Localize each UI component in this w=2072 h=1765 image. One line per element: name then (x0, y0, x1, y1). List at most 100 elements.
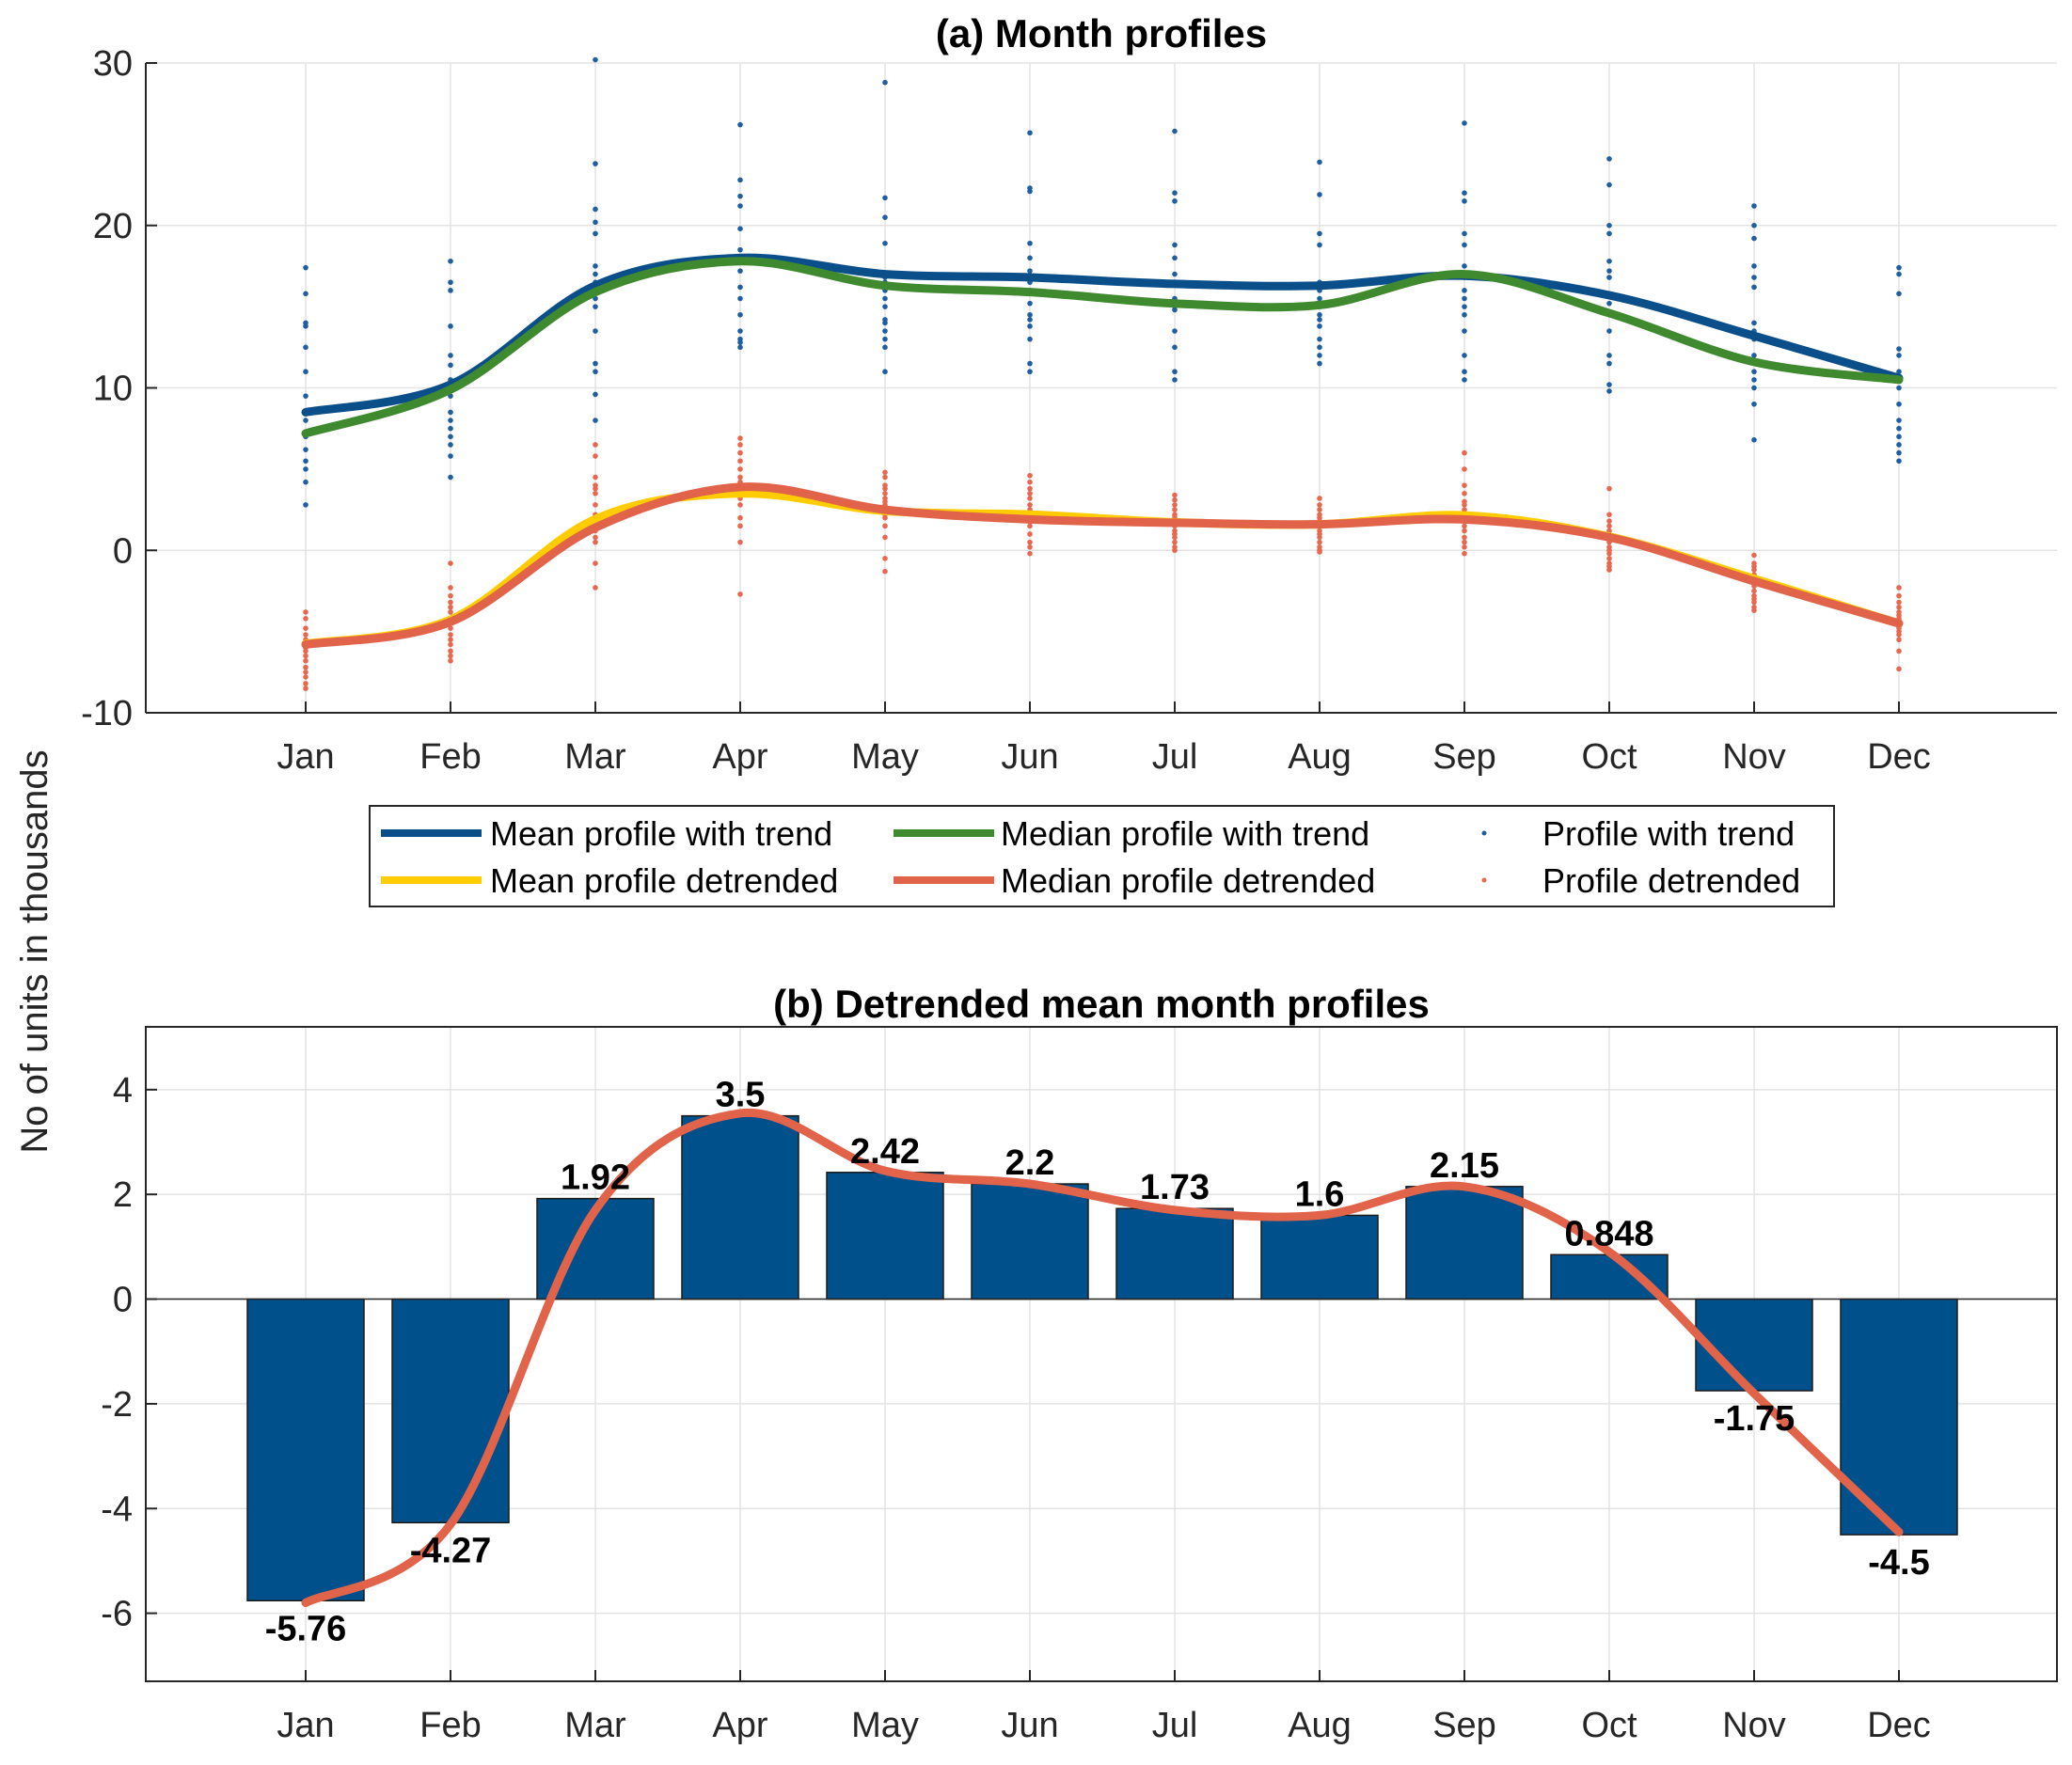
profile-with-trend-point (1896, 433, 1902, 440)
profile-with-trend-point (1317, 295, 1322, 302)
profile-with-trend-point (1462, 120, 1467, 126)
profile-with-trend-point (593, 56, 598, 63)
panel-a-x-tick-label: Sep (1432, 737, 1496, 777)
profile-detrended-point (1027, 544, 1033, 550)
profile-with-trend-point (1172, 255, 1178, 261)
profile-detrended-point (1751, 599, 1757, 606)
panel-a-y-tick-label: -10 (81, 694, 133, 733)
legend-label-mean-trend: Mean profile with trend (490, 814, 832, 853)
profile-with-trend-point (737, 284, 743, 291)
profile-detrended-point (1606, 567, 1612, 573)
profile-with-trend-point (303, 466, 308, 472)
bar-sep (1405, 1186, 1524, 1300)
profile-detrended-point (1606, 512, 1612, 518)
profile-with-trend-point (737, 177, 743, 183)
profile-detrended-point (1317, 549, 1322, 555)
profile-detrended-point (1462, 507, 1467, 512)
profile-with-trend-point (882, 79, 888, 86)
profile-detrended-point (303, 670, 308, 675)
profile-with-trend-point (1462, 328, 1467, 334)
profile-detrended-point (1027, 485, 1033, 492)
panel-a-x-tick-label: Dec (1867, 737, 1931, 777)
data-label-dec: -4.5 (1868, 1543, 1929, 1583)
profile-with-trend-point (1896, 418, 1902, 423)
legend: Mean profile with trend Median profile w… (369, 805, 1835, 907)
profile-with-trend-point (1896, 401, 1902, 407)
profile-detrended-point (1896, 666, 1902, 672)
profile-with-trend-point (448, 418, 453, 423)
profile-with-trend-point (882, 295, 888, 302)
profile-with-trend-point (1751, 385, 1757, 391)
median-detrended-line (301, 482, 1904, 649)
bar-jul (1115, 1207, 1234, 1300)
profile-with-trend-point (1751, 284, 1757, 291)
profile-detrended-point (737, 458, 743, 465)
profile-detrended-point (593, 490, 598, 496)
profile-detrended-point (448, 632, 453, 638)
profile-with-trend-point (882, 336, 888, 342)
profile-with-trend-point (593, 391, 598, 398)
profile-detrended-point (1172, 547, 1178, 554)
profile-detrended-point (1606, 523, 1612, 529)
profile-with-trend-point (1606, 360, 1612, 367)
profile-with-trend-point (882, 214, 888, 220)
panel-b-y-tick-label: 0 (113, 1281, 133, 1320)
profile-with-trend-point (1027, 323, 1033, 329)
panel-b-y-ticks: -6 -4 -2 0 2 4 (101, 1071, 157, 1634)
data-label-aug: 1.6 (1295, 1174, 1345, 1214)
profile-detrended-point (1027, 502, 1033, 508)
profile-with-trend-point (448, 353, 453, 358)
profile-with-trend-point (737, 203, 743, 209)
profile-detrended-point (593, 585, 598, 591)
profile-with-trend-point (303, 447, 308, 452)
profile-detrended-point (303, 609, 308, 615)
panel-a-y-tick-label: 0 (113, 531, 133, 571)
panel-a-x-tick-label: Oct (1581, 737, 1637, 777)
profile-with-trend-point (448, 409, 453, 416)
profile-detrended-point (1027, 531, 1033, 537)
profile-with-trend-point (1606, 300, 1612, 307)
profile-with-trend-point (1027, 268, 1033, 274)
panel-b-overlay-line (301, 1108, 1904, 1607)
panel-b-x-tick-label: Oct (1581, 1706, 1637, 1745)
profile-detrended-point (1172, 502, 1178, 508)
profile-with-trend-point (593, 161, 598, 166)
profile-detrended-point (1896, 632, 1902, 638)
profile-with-trend-point (1027, 255, 1033, 261)
legend-label-profile-trend: Profile with trend (1542, 814, 1795, 853)
profile-with-trend-point (1027, 300, 1033, 307)
profile-detrended-point (1606, 550, 1612, 557)
panel-b-y-tick-label: 2 (113, 1175, 133, 1215)
profile-with-trend-point (1172, 198, 1178, 204)
profile-with-trend-point (1172, 190, 1178, 196)
profile-with-trend-point (1172, 328, 1178, 334)
profile-with-trend-point (737, 311, 743, 318)
profile-detrended-point (303, 648, 308, 654)
profile-detrended-point (882, 469, 888, 476)
data-label-nov: -1.75 (1714, 1399, 1795, 1439)
profile-detrended-point (1606, 556, 1612, 561)
profile-with-trend-point (1317, 336, 1322, 342)
data-label-apr: 3.5 (716, 1076, 766, 1115)
profile-with-trend-point (1027, 188, 1033, 195)
profile-detrended-point (737, 523, 743, 529)
profile-detrended-point (1027, 539, 1033, 545)
panel-b-title: (b) Detrended mean month profiles (773, 982, 1430, 1026)
profile-detrended-point (737, 474, 743, 481)
profile-with-trend-point (1606, 268, 1612, 274)
profile-with-trend-point (1172, 369, 1178, 375)
bar-feb (391, 1298, 510, 1524)
panel-a-lines (301, 253, 1904, 649)
profile-with-trend-point (1317, 323, 1322, 329)
profile-detrended-point (1027, 550, 1033, 557)
profile-with-trend-point (1027, 317, 1033, 323)
panel-a-x-tick-label: Jun (1001, 737, 1058, 777)
profile-detrended-point (1751, 567, 1757, 573)
profile-with-trend-point (1317, 159, 1322, 165)
profile-detrended-point (1172, 539, 1178, 545)
profile-detrended-point (1027, 496, 1033, 501)
profile-with-trend-point (1896, 291, 1902, 297)
profile-with-trend-point (1317, 311, 1322, 318)
mean-trend-line (301, 253, 1904, 417)
